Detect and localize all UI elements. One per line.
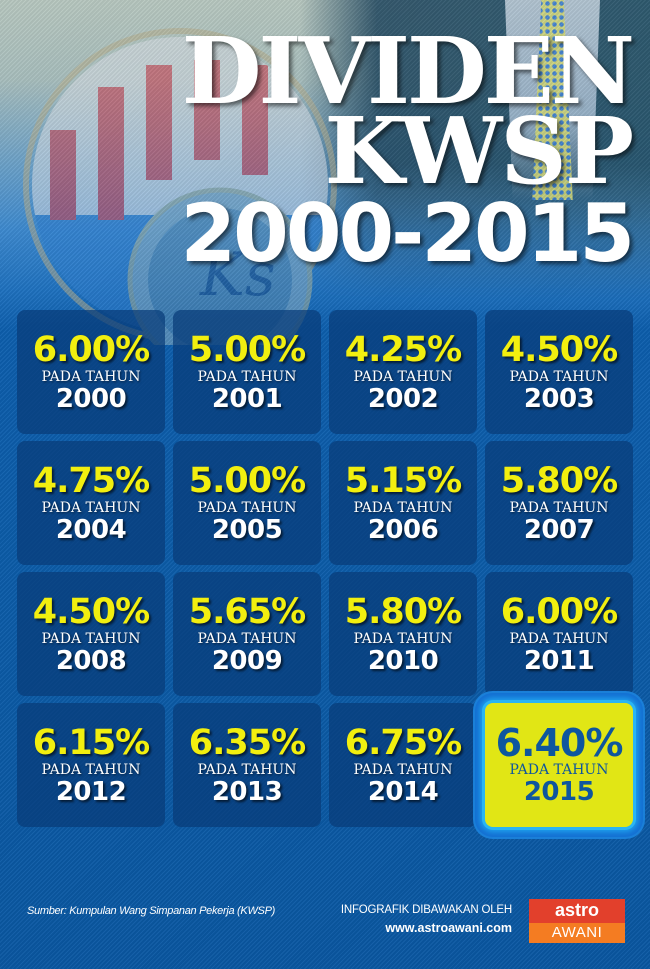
dividend-rate: 5.00% [188,329,306,370]
year-label: PADA TAHUN [509,630,609,647]
dividend-card-2000: 6.00% PADA TAHUN 2000 [17,310,165,434]
dividend-rate: 5.80% [500,460,618,501]
page-title: DIVIDEN KWSP 2000-2015 [180,17,635,280]
dividend-card-2002: 4.25% PADA TAHUN 2002 [329,310,477,434]
dividend-rate: 5.80% [344,591,462,632]
dividend-card-2015-highlighted: 6.40% PADA TAHUN 2015 [485,703,633,827]
year-label: PADA TAHUN [41,761,141,778]
year-label: PADA TAHUN [197,499,297,516]
dividend-rate: 6.15% [32,722,150,763]
credit-label: INFOGRAFIK DIBAWAKAN OLEH [340,904,512,916]
year-value: 2011 [523,645,595,676]
year-value: 2007 [523,514,595,545]
year-value: 2002 [367,383,439,414]
year-label: PADA TAHUN [197,761,297,778]
year-value: 2012 [55,776,127,807]
astro-awani-logo-icon: astro AWANI [529,899,625,943]
year-value: 2000 [55,383,127,414]
dividend-card-2004: 4.75% PADA TAHUN 2004 [17,441,165,565]
dividend-card-2013: 6.35% PADA TAHUN 2013 [173,703,321,827]
year-value: 2004 [55,514,127,545]
year-value: 2009 [211,645,283,676]
year-value: 2006 [367,514,439,545]
title-line-kwsp: KWSP [324,97,634,205]
dividend-rate: 6.35% [188,722,306,763]
dividend-rate: 6.00% [500,591,618,632]
year-value: 2008 [55,645,127,676]
brand-bottom-text: AWANI [529,923,625,943]
year-label: PADA TAHUN [41,630,141,647]
dividend-card-2005: 5.00% PADA TAHUN 2005 [173,441,321,565]
dividend-rate: 6.00% [32,329,150,370]
dividend-card-2008: 4.50% PADA TAHUN 2008 [17,572,165,696]
dividend-rate: 4.75% [32,460,150,501]
title-line-years: 2000-2015 [180,187,635,280]
year-label: PADA TAHUN [353,630,453,647]
dividend-rate: 6.75% [344,722,462,763]
year-label: PADA TAHUN [41,368,141,385]
year-label: PADA TAHUN [509,761,609,778]
year-label: PADA TAHUN [197,630,297,647]
dividend-card-2009: 5.65% PADA TAHUN 2009 [173,572,321,696]
year-label: PADA TAHUN [197,368,297,385]
dividend-card-2007: 5.80% PADA TAHUN 2007 [485,441,633,565]
year-label: PADA TAHUN [509,499,609,516]
dividend-card-2012: 6.15% PADA TAHUN 2012 [17,703,165,827]
year-value: 2013 [211,776,283,807]
source-note: Sumber: Kumpulan Wang Simpanan Pekerja (… [27,905,275,917]
dividend-rate: 4.50% [500,329,618,370]
dividend-rate: 6.40% [495,720,624,765]
dividend-card-2003: 4.50% PADA TAHUN 2003 [485,310,633,434]
year-value: 2001 [211,383,283,414]
dividend-rate: 4.25% [344,329,462,370]
dividend-grid: 6.00% PADA TAHUN 2000 5.00% PADA TAHUN 2… [17,310,633,827]
infographic-credit: INFOGRAFIK DIBAWAKAN OLEH www.astroawani… [341,902,512,938]
year-label: PADA TAHUN [41,499,141,516]
year-value: 2014 [367,776,439,807]
brand-top-text: astro [529,899,625,923]
dividend-card-2010: 5.80% PADA TAHUN 2010 [329,572,477,696]
year-value: 2010 [367,645,439,676]
svg-text:Ks: Ks [199,240,276,310]
dividend-card-2001: 5.00% PADA TAHUN 2001 [173,310,321,434]
dividend-card-2014: 6.75% PADA TAHUN 2014 [329,703,477,827]
dividend-card-2011: 6.00% PADA TAHUN 2011 [485,572,633,696]
year-value: 2005 [211,514,283,545]
year-value: 2015 [523,776,595,807]
dividend-rate: 4.50% [32,591,150,632]
dividend-rate: 5.00% [188,460,306,501]
year-label: PADA TAHUN [353,761,453,778]
year-label: PADA TAHUN [353,368,453,385]
dividend-rate: 5.15% [344,460,462,501]
year-label: PADA TAHUN [353,499,453,516]
credit-url-link[interactable]: www.astroawani.com [385,921,512,935]
dividend-rate: 5.65% [188,591,306,632]
dividend-card-2006: 5.15% PADA TAHUN 2006 [329,441,477,565]
title-line-dividen: DIVIDEN [181,17,635,125]
year-label: PADA TAHUN [509,368,609,385]
year-value: 2003 [523,383,595,414]
